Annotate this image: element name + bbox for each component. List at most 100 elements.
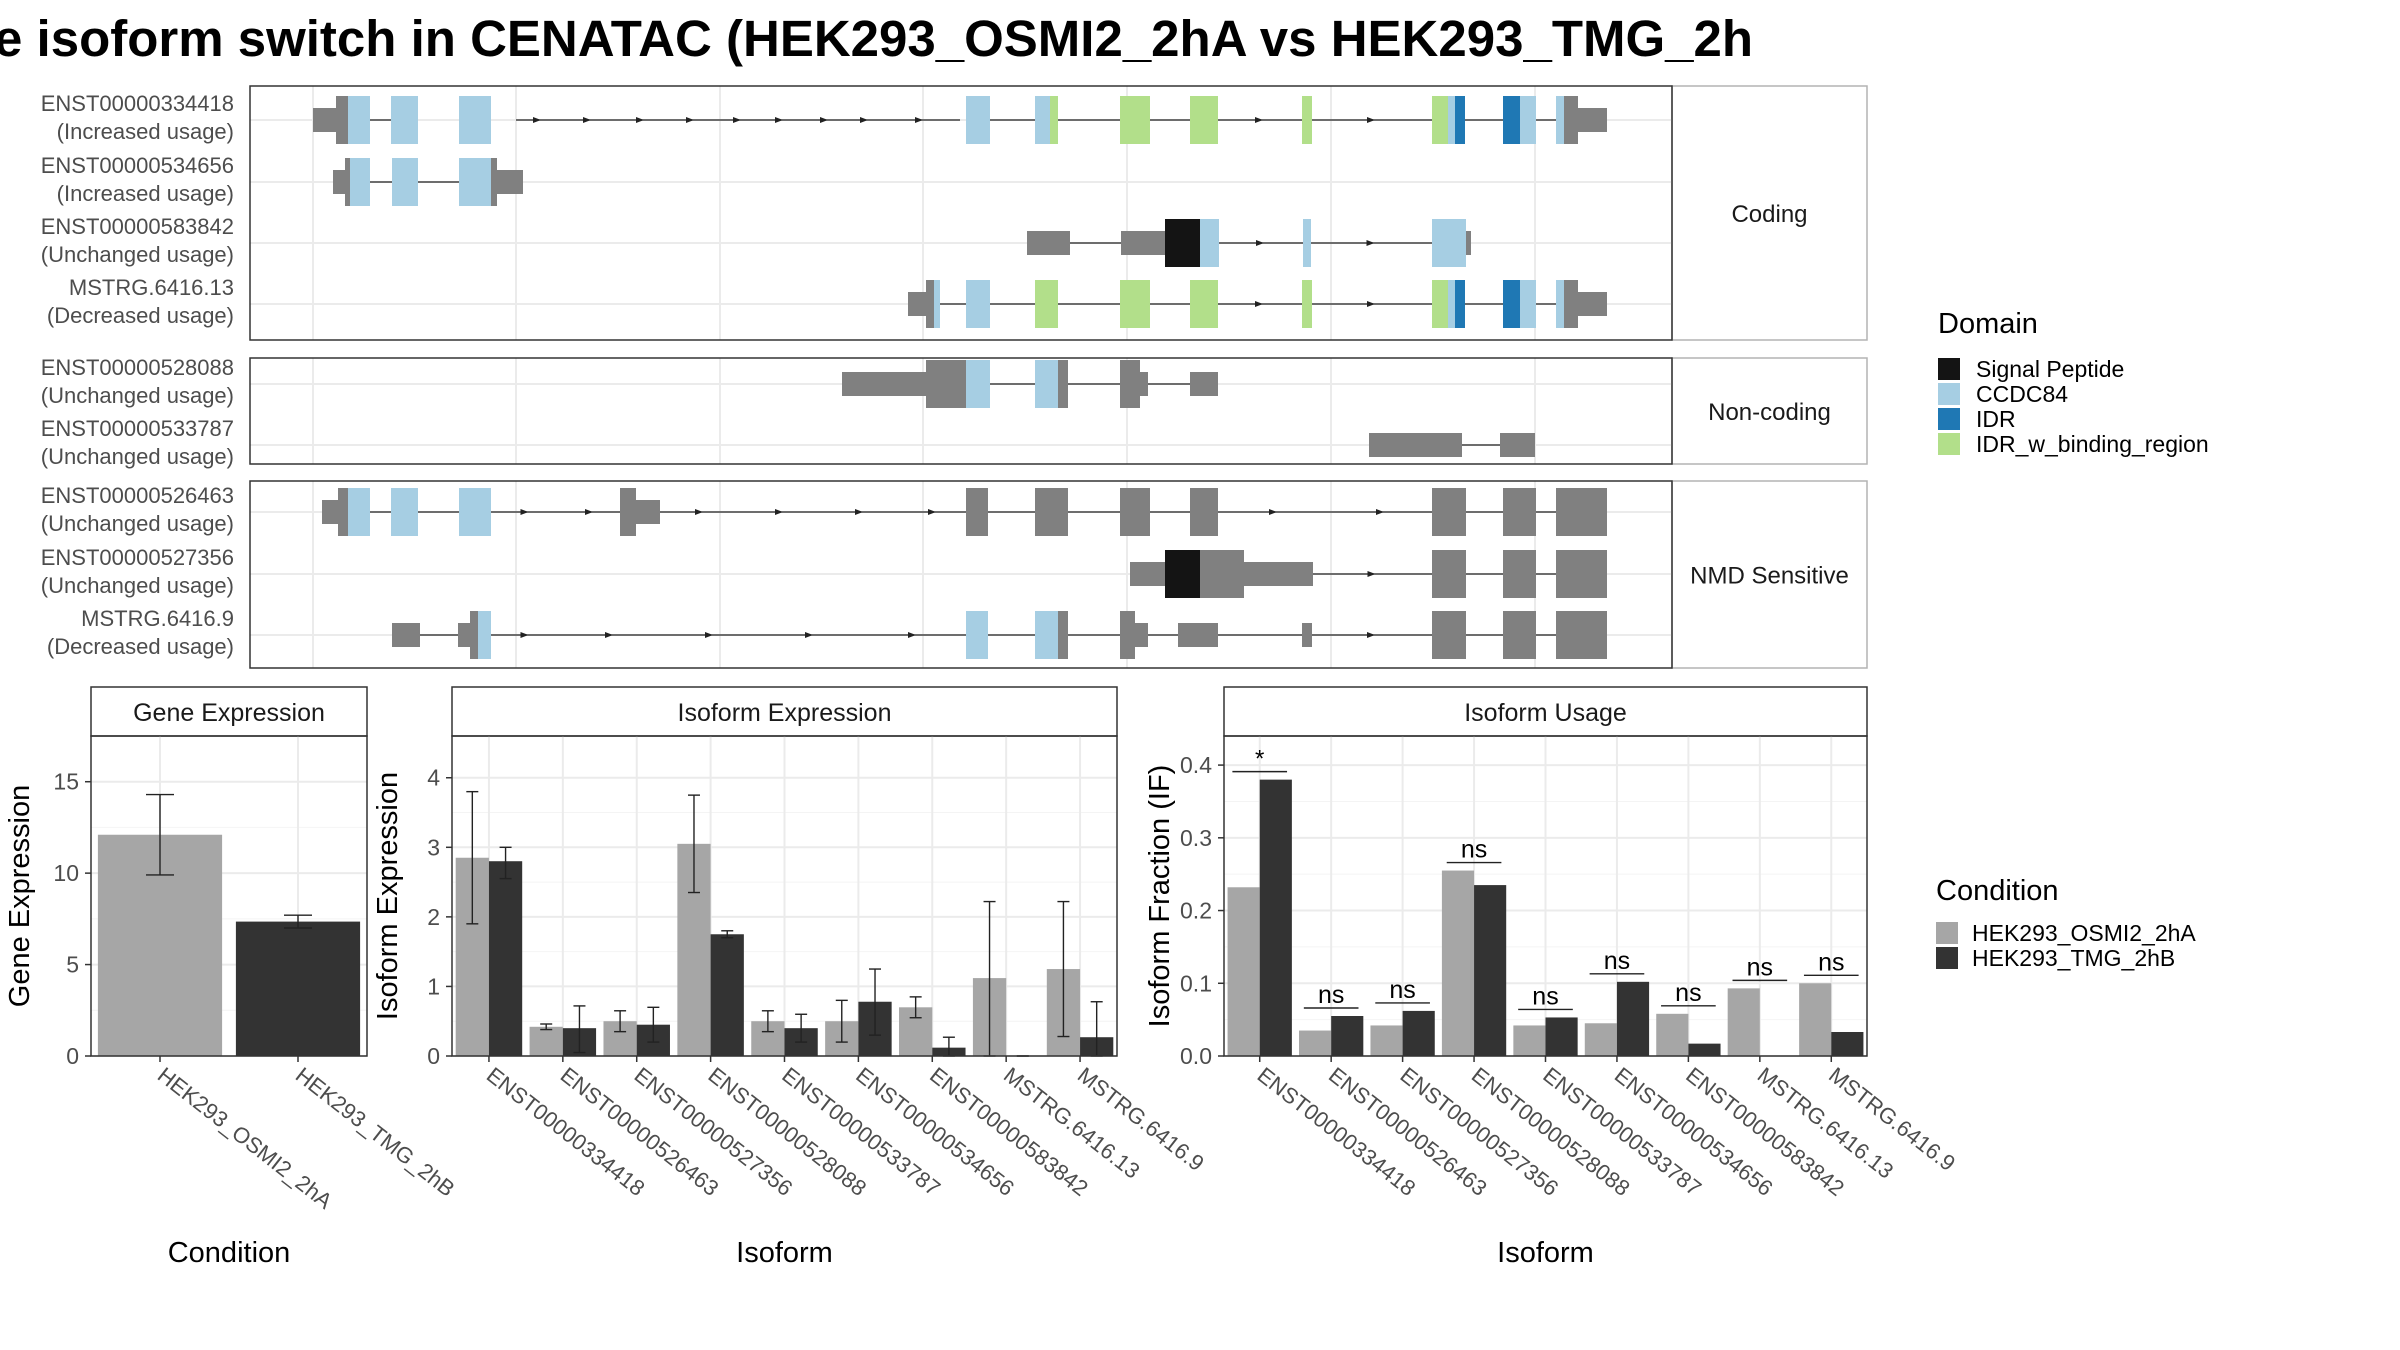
y-tick-label: 5	[66, 952, 79, 978]
exon-block	[966, 360, 990, 408]
exon-block	[1520, 96, 1536, 144]
exon-block	[459, 158, 491, 206]
exon-block	[926, 280, 934, 328]
exon-block	[966, 611, 988, 659]
exon-block	[478, 611, 491, 659]
y-tick-label: 0.4	[1180, 752, 1212, 778]
exon-block	[459, 488, 491, 536]
exon-block	[1035, 611, 1058, 659]
exon-block	[392, 623, 420, 647]
transcript-id-label: ENST00000334418	[41, 91, 234, 116]
transcript-usage-label: (Increased usage)	[57, 119, 234, 144]
intron-arrow	[605, 632, 613, 638]
bar-hek293-tmg-2hb-enst00000583842	[1688, 1043, 1721, 1056]
exon-block	[1578, 108, 1607, 132]
y-tick-label: 3	[427, 834, 440, 860]
bar-hek293-tmg-2hb-enst00000526463	[1331, 1016, 1364, 1056]
exon-block	[391, 96, 418, 144]
significance-label: ns	[1675, 979, 1701, 1007]
transcript-id-label: ENST00000583842	[41, 214, 234, 239]
exon-block	[1035, 96, 1050, 144]
exon-block	[1564, 280, 1578, 328]
exon-block	[1503, 280, 1520, 328]
exon-block	[1455, 96, 1465, 144]
transcript-usage-label: (Unchanged usage)	[41, 444, 234, 469]
chart-title-isoform-expression: Isoform Expression	[678, 699, 892, 727]
exon-block	[966, 280, 990, 328]
exon-block	[1503, 611, 1536, 659]
bar-hek293-tmg-2hb-enst00000528088	[710, 934, 744, 1056]
chart-strip	[90, 686, 368, 737]
bar-hek293-tmg-2hb-enst00000334418	[488, 861, 523, 1056]
exon-block	[333, 170, 345, 194]
condition-legend: Condition HEK293_OSMI2_2hA HEK293_TMG_2h…	[1936, 875, 2196, 971]
intron-arrow	[1269, 509, 1277, 515]
y-tick-label: 1	[427, 973, 440, 999]
intron-arrow	[533, 117, 541, 123]
intron-arrow	[583, 117, 591, 123]
y-axis-title-isoform-expression: Isoform Expression	[372, 772, 404, 1020]
exon-block	[1058, 611, 1068, 659]
bar-hek293-osmi2-2ha-enst00000533787	[1513, 1025, 1546, 1056]
intron-arrow	[585, 509, 593, 515]
bar-hek293-tmg-2hb	[235, 921, 361, 1056]
exon-block	[322, 500, 338, 524]
bar-hek293-osmi2-2ha-mstrg-6416-9	[1799, 983, 1832, 1056]
exon-block	[350, 158, 370, 206]
exon-block	[1244, 562, 1313, 586]
exon-block	[1140, 372, 1148, 396]
exon-block	[966, 488, 988, 536]
transcript-usage-label: (Decreased usage)	[47, 634, 234, 659]
domain-legend: Domain Signal Peptide CCDC84 IDR IDR_w_b…	[1938, 308, 2209, 457]
exon-block	[497, 170, 523, 194]
exon-block	[1200, 219, 1219, 267]
transcript-id-label: MSTRG.6416.13	[69, 275, 234, 300]
exon-block	[459, 96, 491, 144]
exon-block	[1503, 550, 1536, 598]
exon-block	[1432, 550, 1466, 598]
x-tick-label-mstrg-6416-9: MSTRG.6416.9	[1073, 1062, 1209, 1176]
significance-label: ns	[1318, 981, 1344, 1009]
structure-panel-border	[249, 480, 1673, 669]
bar-hek293-osmi2-2ha-enst00000526463	[529, 1026, 563, 1056]
legend-key-tmg	[1936, 947, 1958, 969]
exon-block	[966, 96, 990, 144]
structure-panel-border	[249, 85, 1673, 341]
exon-block	[345, 158, 350, 206]
exon-block	[1120, 280, 1150, 328]
intron-arrow	[855, 509, 863, 515]
exon-block	[1135, 623, 1148, 647]
intron-arrow	[1367, 632, 1375, 638]
exon-block	[1035, 488, 1068, 536]
exon-block	[1058, 360, 1068, 408]
transcript-structure-panels: Coding ENST00000334418 (Increased usage) EN…	[41, 85, 1868, 669]
exon-block	[1503, 96, 1520, 144]
intron-arrow	[820, 117, 828, 123]
chart-panel-border	[1223, 735, 1868, 1057]
exon-block	[392, 158, 418, 206]
exon-block	[1190, 280, 1218, 328]
bar-hek293-osmi2-2ha-enst00000526463	[1299, 1030, 1332, 1056]
exon-block	[842, 372, 926, 396]
exon-block	[1500, 433, 1535, 457]
legend-key-idr-binding	[1938, 433, 1960, 455]
exon-block	[313, 108, 336, 132]
intron-arrow	[805, 632, 813, 638]
transcript-id-label: MSTRG.6416.9	[81, 606, 234, 631]
chart-title-gene-expression: Gene Expression	[133, 699, 325, 727]
transcript-id-label: ENST00000526463	[41, 483, 234, 508]
exon-block	[1455, 280, 1465, 328]
exon-block	[1120, 611, 1135, 659]
bar-hek293-tmg-2hb-enst00000528088	[1474, 885, 1507, 1056]
legend-key-signal-peptide	[1938, 358, 1960, 380]
bar-hek293-osmi2-2ha-enst00000334418	[1227, 887, 1260, 1056]
bar-hek293-osmi2-2ha-enst00000527356	[1370, 1025, 1403, 1056]
exon-block	[1120, 488, 1150, 536]
exon-block	[1190, 96, 1218, 144]
y-tick-label: 0	[427, 1043, 440, 1069]
legend-label-idr-binding: IDR_w_binding_region	[1976, 431, 2209, 457]
exon-block	[1520, 280, 1536, 328]
exon-block	[1432, 96, 1448, 144]
panel-strip-label-nmd-sensitive: NMD Sensitive	[1690, 563, 1849, 590]
